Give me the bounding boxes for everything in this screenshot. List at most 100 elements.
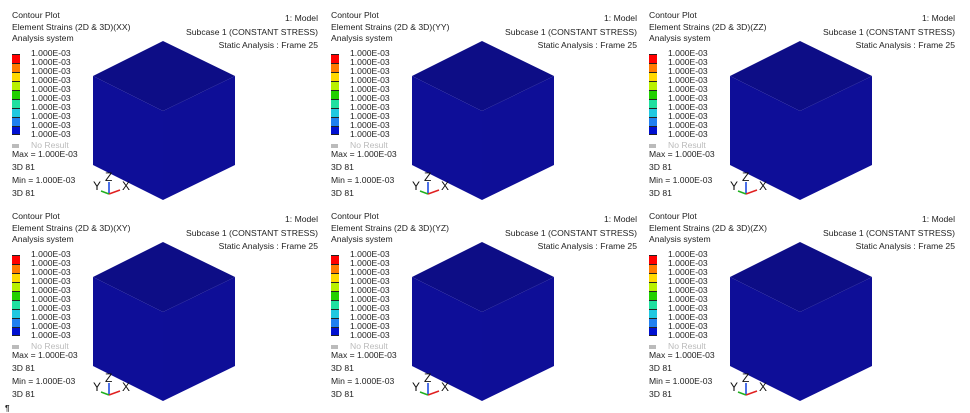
legend-color-band — [331, 282, 339, 291]
contour-viewport[interactable]: Contour Plot Element Strains (2D & 3D)(X… — [0, 0, 318, 201]
no-result-swatch — [649, 143, 656, 148]
no-result-entry: No Result — [331, 140, 388, 150]
legend-color-bar — [12, 255, 20, 336]
legend-color-band — [331, 72, 339, 81]
cube-model[interactable] — [725, 38, 877, 204]
legend-color-bar — [649, 255, 657, 336]
cube-model[interactable] — [88, 38, 240, 204]
legend-value: 1.000E-03 — [350, 303, 390, 313]
contour-viewport[interactable]: Contour Plot Element Strains (2D & 3D)(X… — [0, 201, 318, 402]
no-result-label: No Result — [668, 341, 706, 351]
cube-model[interactable] — [88, 239, 240, 405]
axis-y-label: Y — [93, 179, 101, 193]
max-value: Max = 1.000E-03 — [649, 350, 715, 360]
legend-color-band — [649, 291, 657, 300]
coordinate-system: Analysis system — [649, 234, 711, 244]
legend-color-band — [331, 300, 339, 309]
legend-color-band — [12, 300, 20, 309]
legend-color-band — [331, 318, 339, 327]
model-name: 1: Model — [922, 13, 955, 23]
max-element: 3D 81 — [649, 363, 672, 373]
legend-value: 1.000E-03 — [31, 294, 71, 304]
no-result-swatch — [331, 143, 338, 148]
legend-value: 1.000E-03 — [668, 48, 708, 58]
legend-value: 1.000E-03 — [668, 93, 708, 103]
max-value: Max = 1.000E-03 — [649, 149, 715, 159]
legend-value: 1.000E-03 — [350, 93, 390, 103]
axis-triad-icon: Z Y X — [730, 172, 767, 195]
cube-left-face — [412, 277, 482, 401]
legend-value: 1.000E-03 — [350, 129, 390, 139]
legend-value: 1.000E-03 — [31, 330, 71, 340]
model-info: 1: Model Subcase 1 (CONSTANT STRESS) Sta… — [505, 12, 637, 53]
legend-color-band — [649, 72, 657, 81]
cube-model[interactable] — [407, 239, 559, 405]
legend-color-band — [649, 300, 657, 309]
axis-z-label: Z — [105, 172, 112, 184]
no-result-entry: No Result — [12, 140, 69, 150]
contour-viewport[interactable]: Contour Plot Element Strains (2D & 3D)(Y… — [319, 0, 637, 201]
subcase-name: Subcase 1 (CONSTANT STRESS) — [505, 26, 637, 37]
legend-color-band — [12, 327, 20, 336]
analysis-frame: Static Analysis : Frame 25 — [537, 40, 637, 50]
max-element: 3D 81 — [331, 363, 354, 373]
cube-top-face — [412, 41, 554, 111]
legend-value: 1.000E-03 — [668, 303, 708, 313]
axis-triad-icon: Z Y X — [93, 172, 130, 195]
axis-z-label: Z — [105, 373, 112, 385]
legend-value: 1.000E-03 — [31, 75, 71, 85]
contour-viewport[interactable]: Contour Plot Element Strains (2D & 3D)(Z… — [637, 0, 955, 201]
legend-value: 1.000E-03 — [668, 66, 708, 76]
min-element: 3D 81 — [649, 188, 672, 198]
legend-value: 1.000E-03 — [668, 294, 708, 304]
axis-triad-icon: Z Y X — [412, 172, 449, 195]
legend-value: 1.000E-03 — [350, 294, 390, 304]
result-type: Element Strains (2D & 3D)(YZ) — [331, 222, 449, 233]
legend-color-band — [331, 264, 339, 273]
cube-right-face — [482, 76, 554, 200]
cube-model[interactable] — [407, 38, 559, 204]
legend-value: 1.000E-03 — [350, 111, 390, 121]
no-result-label: No Result — [350, 341, 388, 351]
analysis-frame: Static Analysis : Frame 25 — [855, 241, 955, 251]
model-info: 1: Model Subcase 1 (CONSTANT STRESS) Sta… — [186, 213, 318, 254]
legend-value: 1.000E-03 — [668, 129, 708, 139]
legend-color-band — [12, 309, 20, 318]
legend-color-band — [331, 108, 339, 117]
cube-model[interactable] — [725, 239, 877, 405]
legend-value: 1.000E-03 — [668, 57, 708, 67]
legend-value: 1.000E-03 — [668, 84, 708, 94]
axis-y-label: Y — [412, 380, 420, 394]
max-element: 3D 81 — [331, 162, 354, 172]
legend-value: 1.000E-03 — [31, 57, 71, 67]
legend-value: 1.000E-03 — [31, 303, 71, 313]
legend-value: 1.000E-03 — [668, 267, 708, 277]
legend-value: 1.000E-03 — [350, 330, 390, 340]
max-value: Max = 1.000E-03 — [331, 350, 397, 360]
plot-header: Contour Plot Element Strains (2D & 3D)(Z… — [649, 211, 767, 246]
model-info: 1: Model Subcase 1 (CONSTANT STRESS) Sta… — [823, 213, 955, 254]
cube-right-face — [800, 277, 872, 401]
legend-color-band — [649, 54, 657, 63]
contour-viewport[interactable]: Contour Plot Element Strains (2D & 3D)(Z… — [637, 201, 955, 402]
min-element: 3D 81 — [331, 389, 354, 399]
legend-value: 1.000E-03 — [350, 321, 390, 331]
legend-color-band — [649, 108, 657, 117]
legend-value: 1.000E-03 — [350, 312, 390, 322]
contour-viewport[interactable]: Contour Plot Element Strains (2D & 3D)(Y… — [319, 201, 637, 402]
min-value: Min = 1.000E-03 — [649, 175, 713, 185]
no-result-entry: No Result — [12, 341, 69, 351]
legend-value: 1.000E-03 — [31, 321, 71, 331]
legend-color-band — [649, 264, 657, 273]
min-max-info: Max = 1.000E-03 3D 81 Min = 1.000E-03 3D… — [12, 148, 78, 200]
max-element: 3D 81 — [649, 162, 672, 172]
legend-value: 1.000E-03 — [31, 276, 71, 286]
cube-top-face — [93, 242, 235, 312]
axis-x-label: X — [441, 179, 449, 193]
axis-x-label: X — [441, 380, 449, 394]
legend-color-band — [331, 90, 339, 99]
legend-color-bar — [331, 54, 339, 135]
legend-value: 1.000E-03 — [31, 102, 71, 112]
axis-triad-icon: Z Y X — [412, 373, 449, 396]
axis-y-label: Y — [93, 380, 101, 394]
